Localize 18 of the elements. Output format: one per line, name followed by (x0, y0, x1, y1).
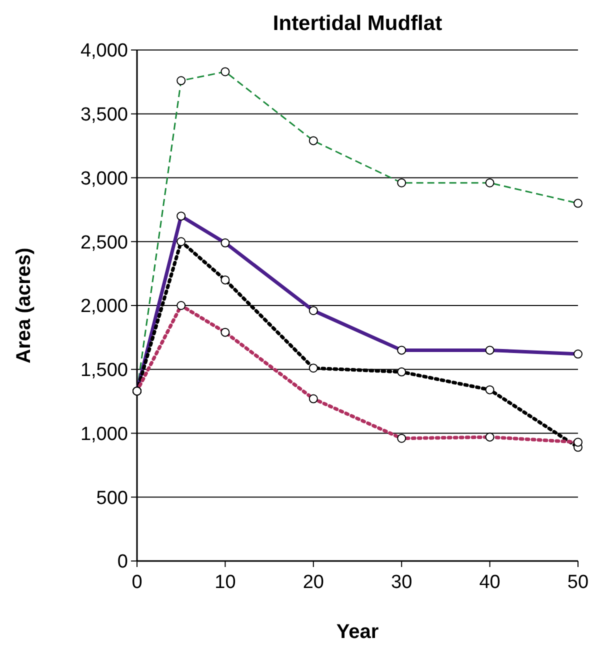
y-tick-label: 1,500 (80, 360, 128, 382)
x-tick-label: 0 (132, 572, 142, 593)
y-tick-label: 3,000 (80, 168, 128, 190)
y-tick-label: 3,500 (80, 104, 128, 126)
chart-title: Intertidal Mudflat (272, 12, 442, 35)
x-tick-label: 30 (391, 572, 412, 593)
y-tick-label: 500 (96, 488, 128, 509)
x-tick-label: 10 (214, 572, 236, 593)
y-tick-label: 0 (117, 552, 128, 573)
x-axis-title: Year (336, 621, 379, 643)
y-tick-label: 4,000 (80, 40, 128, 62)
y-axis-title: Area (acres) (13, 248, 35, 364)
x-tick-label: 20 (302, 572, 324, 593)
x-tick-label: 50 (567, 572, 589, 593)
x-tick-label: 40 (479, 572, 500, 593)
y-tick-label: 2,000 (80, 296, 128, 318)
y-tick-label: 2,500 (80, 232, 128, 254)
y-tick-label: 1,000 (80, 424, 128, 445)
